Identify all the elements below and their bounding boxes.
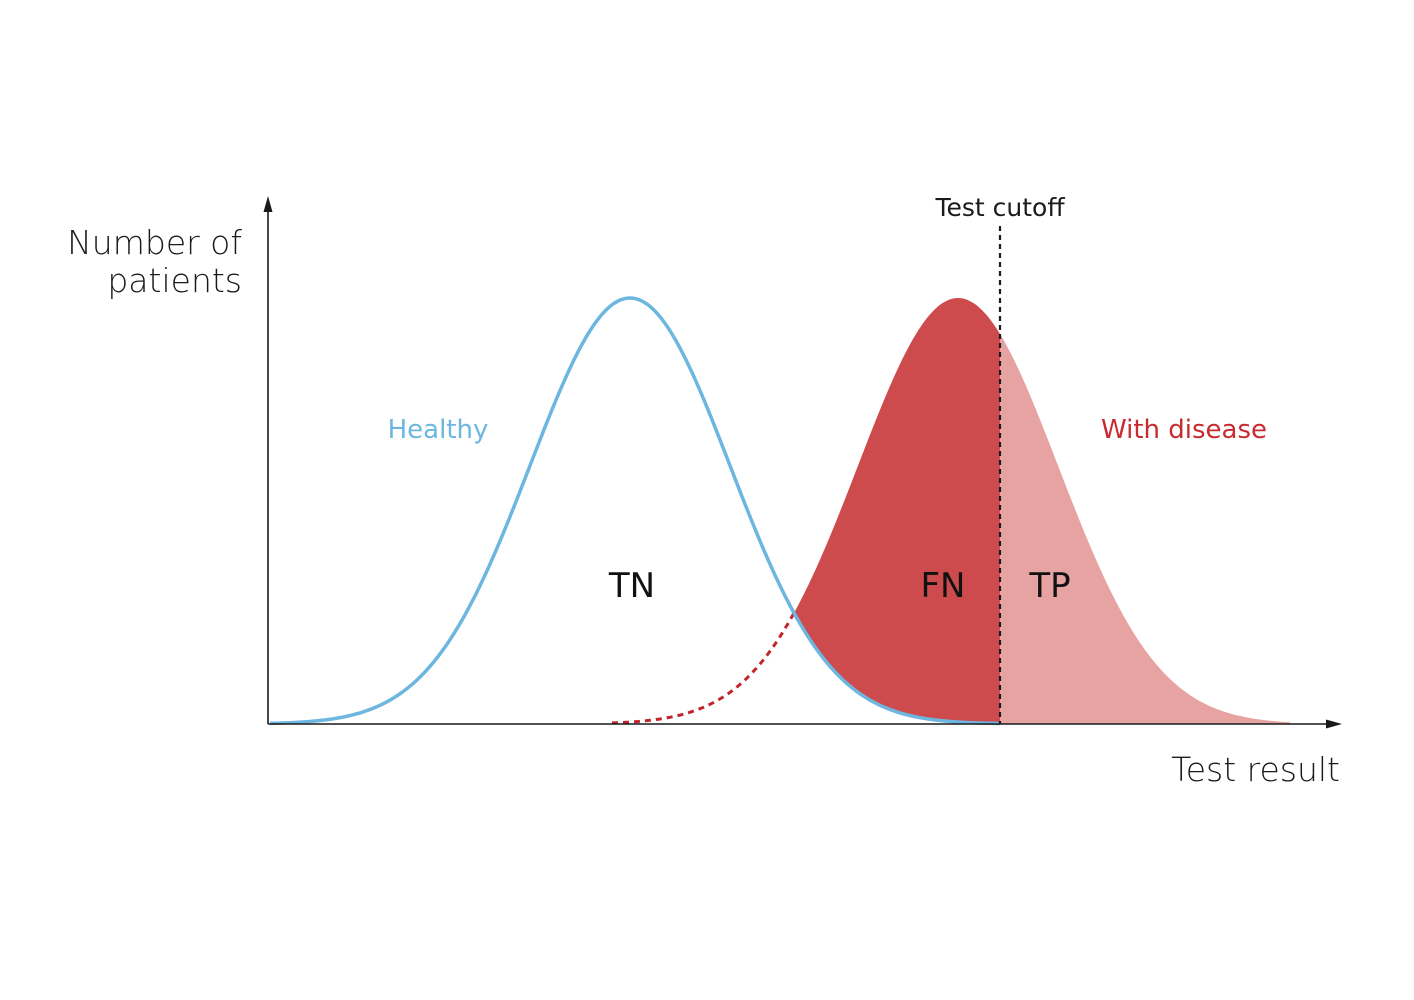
test-cutoff-label: Test cutoff	[934, 193, 1065, 222]
tp-label: TP	[1028, 566, 1070, 606]
disease-hidden-tail-curve	[612, 612, 796, 725]
tn-label: TN	[608, 566, 655, 606]
healthy-label: Healthy	[388, 415, 489, 445]
x-axis-arrow-icon	[1326, 719, 1342, 729]
y-axis-label-line-2: patients	[107, 261, 242, 300]
y-axis-arrow-icon	[263, 196, 273, 212]
fn-label: FN	[921, 566, 966, 606]
with-disease-label: With disease	[1101, 415, 1267, 445]
true-positive-area	[1000, 334, 1290, 724]
x-axis-label: Test result	[1171, 750, 1340, 789]
false-negative-area	[794, 298, 1000, 724]
y-axis-label-line-1: Number of	[67, 223, 242, 262]
healthy-distribution-curve	[270, 296, 1000, 726]
